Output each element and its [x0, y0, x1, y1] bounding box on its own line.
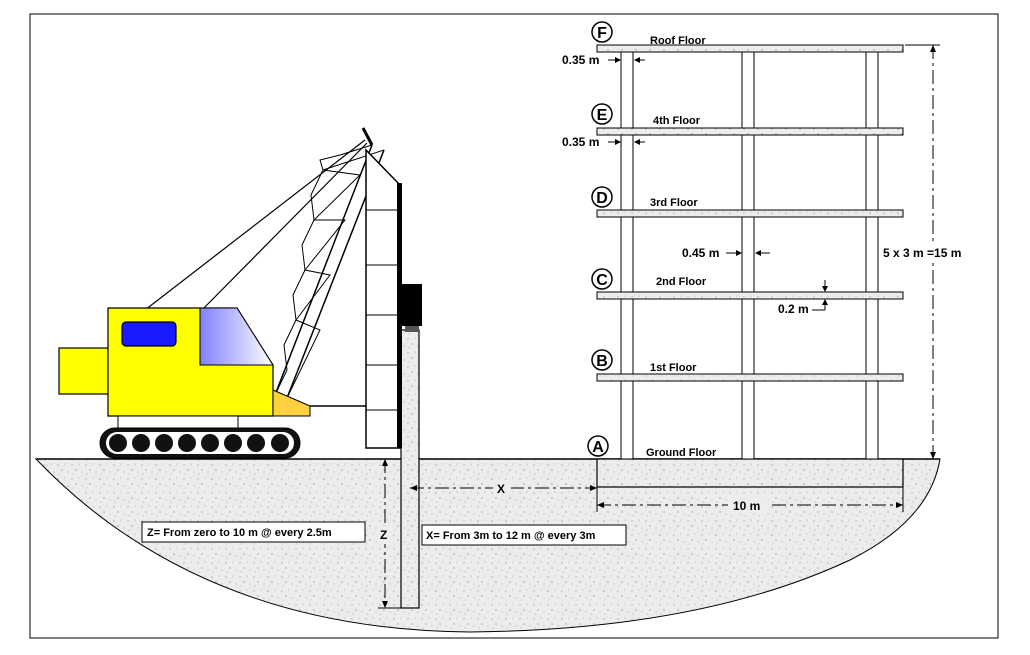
- floor-letter-e: E: [597, 107, 608, 124]
- pile-hammer: [402, 284, 422, 326]
- floor-name-a: Ground Floor: [646, 447, 717, 459]
- z-range-note-box: [141, 521, 366, 543]
- x-label-bg: [493, 480, 511, 496]
- depth-z-label: Z: [380, 528, 387, 542]
- floor-marker-b: [591, 349, 613, 371]
- floor-marker-f: [591, 21, 613, 43]
- crane: [58, 127, 422, 459]
- crane-counterweight: [58, 347, 110, 395]
- slab-thickness-label: 0.2 m: [778, 302, 809, 316]
- floor-marker-a: [587, 435, 609, 457]
- width-label-bg: [728, 497, 768, 513]
- floor-markers: F Roof Floor E 4th Floor D 3rd Floor C 2…: [587, 21, 717, 459]
- crane-boom-foot: [272, 389, 311, 417]
- x-range-note-box: [421, 524, 627, 546]
- height-label-bg: [880, 242, 984, 262]
- floor-letter-b: B: [596, 353, 608, 370]
- crane-boom-chord-a: [274, 144, 373, 396]
- x-range-note: X= From 3m to 12 m @ every 3m: [426, 530, 596, 542]
- crane-turntable: [117, 415, 239, 429]
- building-columns: [620, 49, 879, 460]
- crane-boom-lattice: [274, 144, 373, 396]
- floor-letter-d: D: [596, 190, 608, 207]
- crane-cab-window-side: [199, 307, 274, 366]
- floor-name-f: Roof Floor: [650, 35, 706, 47]
- z-range-note: Z= From zero to 10 m @ every 2.5m: [147, 527, 332, 539]
- floor-letter-c: C: [596, 272, 608, 289]
- floor-marker-e: [591, 103, 613, 125]
- floor-marker-d: [591, 186, 613, 208]
- frame-border: [29, 13, 999, 639]
- floor-letter-f: F: [597, 25, 607, 42]
- floor-letter-a: A: [592, 439, 604, 456]
- crane-leader: [365, 148, 401, 449]
- floor-name-e: 4th Floor: [653, 115, 701, 127]
- building-width-label: 10 m: [733, 499, 760, 513]
- slab-edge-label-f: 0.35 m: [562, 53, 599, 67]
- floor-name-b: 1st Floor: [650, 362, 697, 374]
- floor-name-c: 2nd Floor: [656, 276, 707, 288]
- pile: [400, 329, 420, 609]
- distance-x-label: X: [497, 482, 505, 496]
- crane-cab-window: [121, 321, 177, 347]
- crane-pendant-cable: [144, 139, 366, 311]
- building-dimensions: 0.35 m 0.35 m 0.45 m 0.2 m 5 x 3 m =15 m: [378, 44, 984, 609]
- foundation-raft: [596, 458, 904, 488]
- floor-slabs: [596, 44, 904, 382]
- column-width-label: 0.45 m: [682, 246, 719, 260]
- floor-name-d: 3rd Floor: [650, 197, 698, 209]
- z-label-bg: [378, 526, 392, 544]
- building-height-label: 5 x 3 m =15 m: [883, 246, 961, 260]
- floor-marker-c: [591, 268, 613, 290]
- slab-edge-label-e: 0.35 m: [562, 135, 599, 149]
- notes: Z= From zero to 10 m @ every 2.5m X= Fro…: [141, 521, 627, 546]
